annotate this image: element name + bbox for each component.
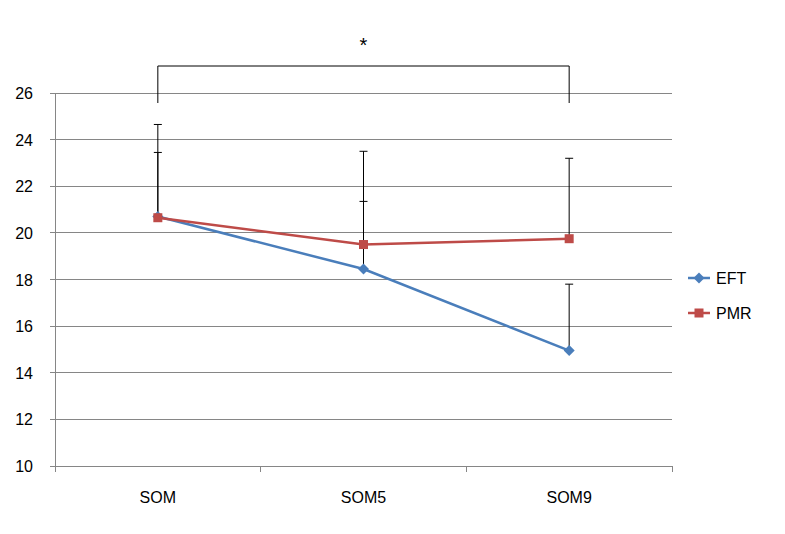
error-stem (569, 284, 570, 350)
x-tick-label: SOM (140, 489, 176, 506)
y-tick (50, 279, 55, 280)
y-tick-label: 22 (15, 178, 33, 195)
significance-bracket (158, 66, 569, 103)
marker (358, 264, 369, 275)
error-bar (565, 284, 573, 350)
error-bar (154, 152, 162, 217)
series-line (158, 217, 569, 351)
error-bar (565, 158, 573, 238)
plot-area (152, 124, 574, 356)
legend-marker (694, 273, 705, 284)
marker (565, 234, 574, 243)
error-cap (154, 152, 162, 153)
grid-line (55, 419, 672, 420)
grid-line (55, 93, 672, 94)
y-axis (55, 93, 56, 466)
marker (152, 211, 163, 222)
grid-line (55, 139, 672, 140)
y-tick-label: 20 (15, 225, 33, 242)
y-tick-label: 14 (15, 365, 33, 382)
legend-item: PMR (688, 305, 752, 322)
y-tick (50, 93, 55, 94)
legend-marker (695, 309, 704, 318)
y-tick (50, 139, 55, 140)
grid-line (55, 466, 672, 467)
y-tick (50, 232, 55, 233)
grid-line (55, 372, 672, 373)
y-tick-label: 10 (15, 458, 33, 475)
marker (359, 240, 368, 249)
chart: 10 12 14 16 18 20 22 24 26 SOM SOM5 SOM9 EFT PMR * (0, 0, 785, 534)
y-tick-label: 26 (15, 85, 33, 102)
y-tick (50, 466, 55, 467)
legend-item: EFT (688, 270, 746, 287)
y-tick (50, 419, 55, 420)
grid-line (55, 326, 672, 327)
y-tick-label: 24 (15, 132, 33, 149)
error-stem (157, 152, 158, 217)
x-tick (55, 466, 56, 472)
marker (153, 213, 162, 222)
x-tick (672, 466, 673, 472)
y-tick (50, 326, 55, 327)
marker (564, 345, 575, 356)
error-bar (360, 151, 368, 244)
x-tick (260, 466, 261, 472)
y-tick-label: 12 (15, 411, 33, 428)
y-tick-label: 18 (15, 272, 33, 289)
grid-line (55, 279, 672, 280)
x-tick-label: SOM9 (546, 489, 591, 506)
error-cap (565, 158, 573, 159)
x-tick-label: SOM5 (341, 489, 386, 506)
y-tick (50, 372, 55, 373)
error-stem (569, 158, 570, 238)
y-tick (50, 186, 55, 187)
error-cap (154, 124, 162, 125)
error-cap (360, 151, 368, 152)
error-stem (363, 151, 364, 244)
error-cap (565, 284, 573, 285)
legend-label: EFT (716, 270, 746, 287)
x-axis (55, 466, 672, 467)
y-tick-label: 16 (15, 318, 33, 335)
annotation-text: * (360, 34, 368, 56)
x-tick (466, 466, 467, 472)
legend-label: PMR (716, 305, 752, 322)
